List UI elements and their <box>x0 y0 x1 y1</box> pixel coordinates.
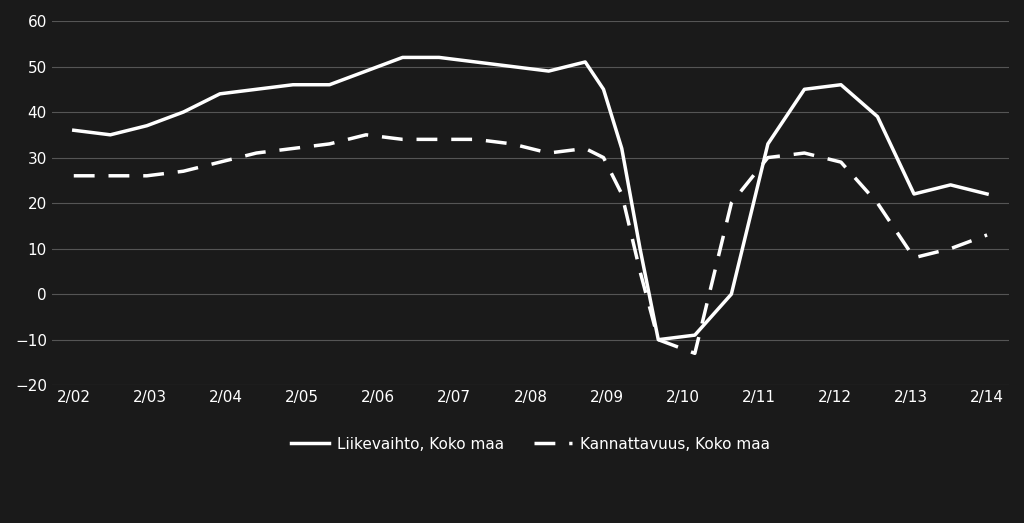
Liikevaihto, Koko maa <box>580 59 592 65</box>
Liikevaihto, Koko maa <box>177 109 189 115</box>
Kannattavuus, Koko maa <box>287 145 299 152</box>
Liikevaihto, Koko maa <box>287 82 299 88</box>
Kannattavuus, Koko maa <box>762 154 774 161</box>
Line: Kannattavuus, Koko maa: Kannattavuus, Koko maa <box>74 135 987 354</box>
Kannattavuus, Koko maa <box>634 268 646 275</box>
Kannattavuus, Koko maa <box>433 136 445 142</box>
Legend: Liikevaihto, Koko maa, Kannattavuus, Koko maa: Liikevaihto, Koko maa, Kannattavuus, Kok… <box>285 430 776 458</box>
Liikevaihto, Koko maa <box>725 291 737 297</box>
Liikevaihto, Koko maa <box>543 68 555 74</box>
Liikevaihto, Koko maa <box>981 191 993 197</box>
Kannattavuus, Koko maa <box>250 150 262 156</box>
Kannattavuus, Koko maa <box>689 350 701 357</box>
Liikevaihto, Koko maa <box>908 191 921 197</box>
Kannattavuus, Koko maa <box>725 200 737 206</box>
Kannattavuus, Koko maa <box>615 191 628 197</box>
Kannattavuus, Koko maa <box>597 154 609 161</box>
Liikevaihto, Koko maa <box>506 63 518 70</box>
Liikevaihto, Koko maa <box>104 132 117 138</box>
Kannattavuus, Koko maa <box>835 159 847 165</box>
Liikevaihto, Koko maa <box>634 245 646 252</box>
Kannattavuus, Koko maa <box>214 159 226 165</box>
Kannattavuus, Koko maa <box>908 255 921 261</box>
Liikevaihto, Koko maa <box>689 332 701 338</box>
Liikevaihto, Koko maa <box>944 182 956 188</box>
Kannattavuus, Koko maa <box>871 200 884 206</box>
Liikevaihto, Koko maa <box>250 86 262 93</box>
Kannattavuus, Koko maa <box>506 141 518 147</box>
Liikevaihto, Koko maa <box>324 82 336 88</box>
Kannattavuus, Koko maa <box>140 173 153 179</box>
Kannattavuus, Koko maa <box>324 141 336 147</box>
Kannattavuus, Koko maa <box>944 245 956 252</box>
Kannattavuus, Koko maa <box>580 145 592 152</box>
Liikevaihto, Koko maa <box>615 145 628 152</box>
Kannattavuus, Koko maa <box>104 173 117 179</box>
Kannattavuus, Koko maa <box>177 168 189 174</box>
Kannattavuus, Koko maa <box>799 150 811 156</box>
Liikevaihto, Koko maa <box>433 54 445 61</box>
Liikevaihto, Koko maa <box>871 113 884 120</box>
Kannattavuus, Koko maa <box>68 173 80 179</box>
Liikevaihto, Koko maa <box>140 122 153 129</box>
Liikevaihto, Koko maa <box>214 90 226 97</box>
Liikevaihto, Koko maa <box>469 59 481 65</box>
Liikevaihto, Koko maa <box>835 82 847 88</box>
Kannattavuus, Koko maa <box>359 132 372 138</box>
Liikevaihto, Koko maa <box>359 68 372 74</box>
Liikevaihto, Koko maa <box>799 86 811 93</box>
Kannattavuus, Koko maa <box>543 150 555 156</box>
Kannattavuus, Koko maa <box>652 336 665 343</box>
Kannattavuus, Koko maa <box>981 232 993 238</box>
Liikevaihto, Koko maa <box>597 86 609 93</box>
Liikevaihto, Koko maa <box>762 141 774 147</box>
Line: Liikevaihto, Koko maa: Liikevaihto, Koko maa <box>74 58 987 339</box>
Kannattavuus, Koko maa <box>396 136 409 142</box>
Liikevaihto, Koko maa <box>68 127 80 133</box>
Kannattavuus, Koko maa <box>469 136 481 142</box>
Liikevaihto, Koko maa <box>652 336 665 343</box>
Liikevaihto, Koko maa <box>396 54 409 61</box>
